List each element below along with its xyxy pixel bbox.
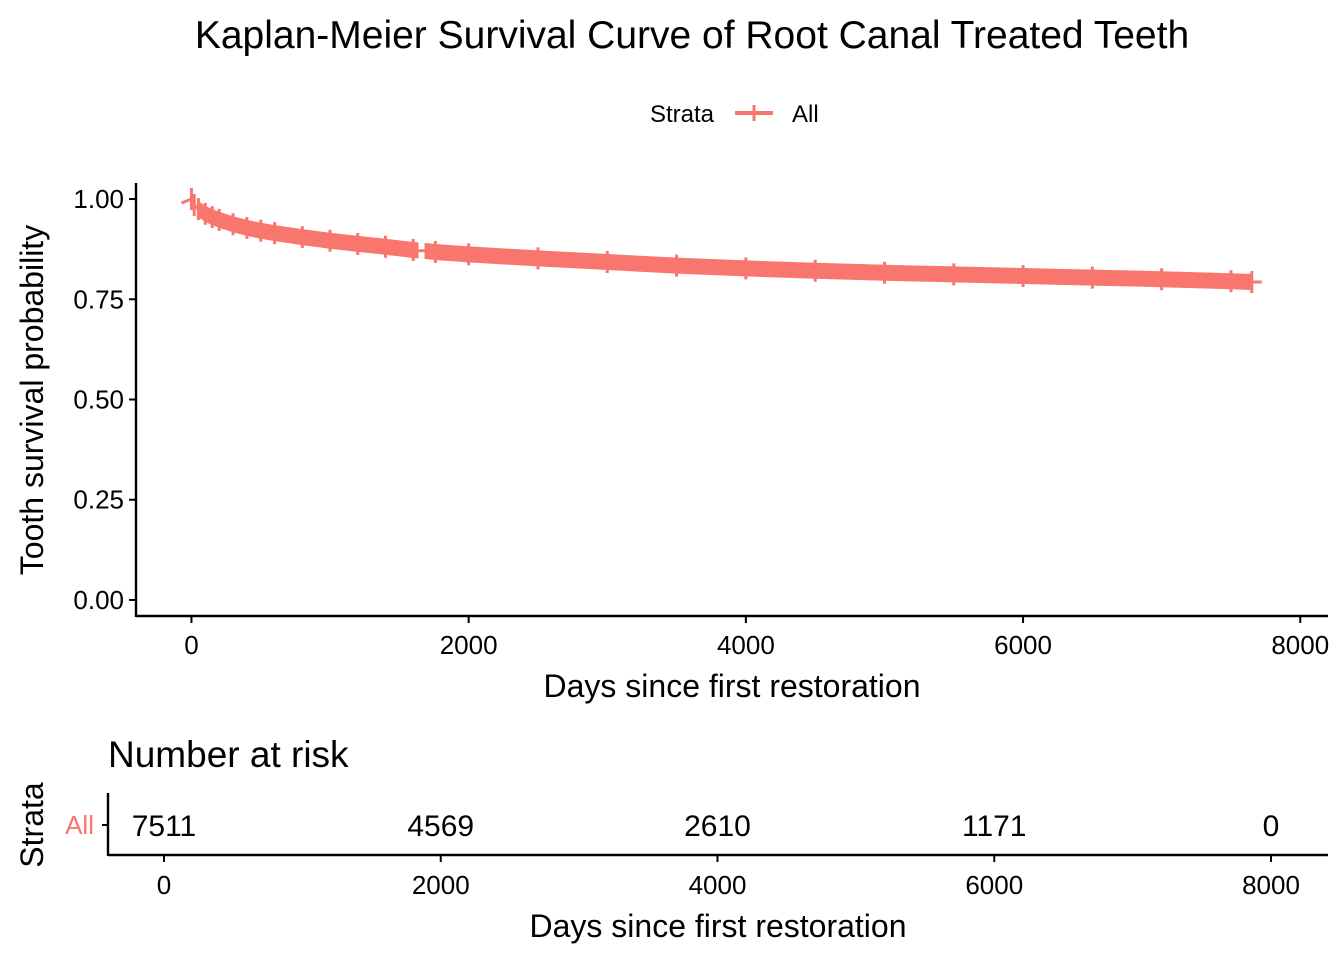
x-tick-label: 8000 bbox=[1271, 630, 1329, 660]
legend-label-all: All bbox=[792, 101, 819, 128]
y-axis-label: Tooth survival probability bbox=[14, 225, 50, 575]
risk-value: 7511 bbox=[132, 810, 197, 843]
risk-strata-label-all: All bbox=[65, 810, 94, 840]
y-tick-label: 0.25 bbox=[73, 485, 124, 515]
y-tick-label: 0.50 bbox=[73, 385, 124, 415]
y-tick-label: 1.00 bbox=[73, 184, 124, 214]
risk-value: 4569 bbox=[407, 810, 474, 843]
survival-curve-group bbox=[180, 188, 1262, 294]
risk-x-ticks: 0 2000 4000 6000 8000 bbox=[157, 855, 1300, 900]
censor-band bbox=[198, 201, 1252, 290]
risk-y-axis-label: Strata bbox=[14, 782, 50, 868]
risk-x-tick-label: 4000 bbox=[689, 870, 747, 900]
legend: Strata All bbox=[650, 101, 819, 128]
risk-values: 7511 4569 2610 1171 0 bbox=[132, 810, 1280, 843]
risk-value: 1171 bbox=[962, 810, 1027, 843]
y-tick-label: 0.75 bbox=[73, 284, 124, 314]
risk-x-tick-label: 0 bbox=[157, 870, 171, 900]
risk-x-tick-label: 8000 bbox=[1242, 870, 1300, 900]
x-tick-label: 6000 bbox=[994, 630, 1052, 660]
y-ticks: 0.00 0.25 0.50 0.75 1.00 bbox=[73, 184, 136, 615]
x-axis-label: Days since first restoration bbox=[543, 668, 920, 704]
risk-value: 0 bbox=[1263, 810, 1280, 843]
legend-key-all bbox=[735, 105, 773, 121]
risk-table: Number at risk All 7511 4569 2610 1171 0 0 20… bbox=[14, 734, 1328, 944]
y-tick-label: 0.00 bbox=[73, 585, 124, 615]
x-tick-label: 4000 bbox=[717, 630, 775, 660]
x-tick-label: 2000 bbox=[440, 630, 498, 660]
legend-title: Strata bbox=[650, 101, 715, 128]
risk-table-title: Number at risk bbox=[108, 734, 349, 775]
risk-value: 2610 bbox=[684, 810, 751, 843]
risk-x-axis-label: Days since first restoration bbox=[529, 908, 906, 944]
risk-x-tick-label: 6000 bbox=[965, 870, 1023, 900]
risk-x-tick-label: 2000 bbox=[412, 870, 470, 900]
x-ticks: 0 2000 4000 6000 8000 bbox=[184, 616, 1329, 660]
x-tick-label: 0 bbox=[184, 630, 198, 660]
survival-plot: 0.00 0.25 0.50 0.75 1.00 0 2000 4000 6000 8000 T… bbox=[14, 183, 1329, 704]
chart-title: Kaplan-Meier Survival Curve of Root Cana… bbox=[195, 14, 1189, 57]
